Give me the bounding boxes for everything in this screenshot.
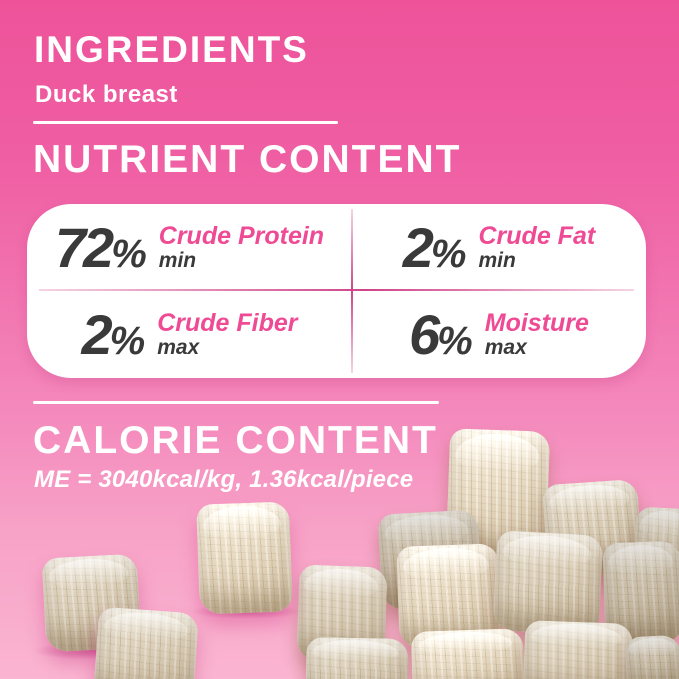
- nutrient-item-moisture: 6% Moisture max: [352, 291, 646, 378]
- nutrient-value: 2%: [402, 215, 467, 279]
- treat-cube: [410, 628, 526, 679]
- percent-sign: %: [430, 231, 467, 276]
- nutrient-label: Crude Protein: [158, 221, 325, 250]
- treat-cube: [305, 637, 409, 679]
- nutrient-qualifier: min: [158, 249, 197, 273]
- treat-cube: [492, 530, 604, 636]
- nutrient-label: Crude Fat: [478, 221, 596, 250]
- nutrient-qualifier: max: [484, 336, 527, 360]
- nutrient-value: 6%: [409, 302, 473, 366]
- treat-cube: [522, 620, 634, 679]
- calorie-heading: CALORIE CONTENT: [33, 419, 438, 462]
- nutrient-item-crude-fat: 2% Crude Fat min: [352, 204, 646, 291]
- nutrient-item-crude-fiber: 2% Crude Fiber max: [27, 291, 352, 378]
- nutrient-label: Crude Fiber: [157, 308, 298, 337]
- ingredients-heading: INGREDIENTS: [34, 29, 309, 70]
- card-horizontal-divider: [39, 289, 634, 292]
- nutrient-value: 2%: [81, 302, 146, 366]
- treat-cube: [196, 501, 293, 615]
- calorie-value: ME = 3040kcal/kg, 1.36kcal/piece: [34, 466, 414, 493]
- section-divider: [33, 401, 439, 404]
- nutrient-card: 72% Crude Protein min 2% Crude Fat min 2…: [27, 204, 646, 378]
- section-divider: [33, 121, 338, 124]
- nutrient-label: Moisture: [484, 308, 589, 337]
- nutrient-heading: NUTRIENT CONTENT: [33, 138, 462, 181]
- treat-cube: [624, 634, 679, 679]
- nutrient-item-crude-protein: 72% Crude Protein min: [27, 204, 352, 291]
- percent-sign: %: [109, 318, 146, 363]
- percent-sign: %: [111, 231, 147, 276]
- nutrient-value: 72%: [54, 215, 147, 279]
- ingredients-value: Duck breast: [35, 81, 178, 108]
- percent-sign: %: [437, 318, 473, 363]
- nutrient-qualifier: max: [157, 336, 200, 360]
- nutrient-qualifier: min: [478, 249, 516, 273]
- treat-cube: [92, 606, 200, 679]
